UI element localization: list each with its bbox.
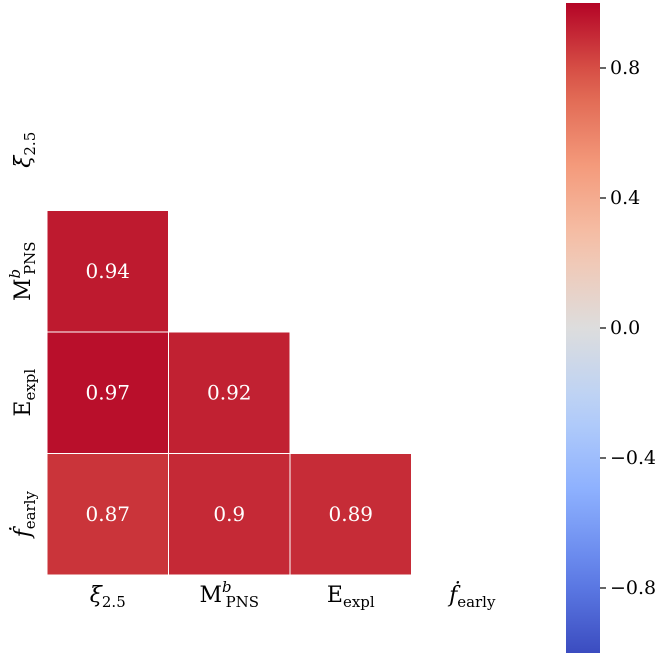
heatmap-cell — [46, 453, 169, 576]
y-tick-label: MbPNS — [6, 242, 39, 302]
x-tick-text: ḟearly — [447, 581, 496, 611]
heatmap-cell — [168, 453, 291, 576]
x-tick-text: Mb PNS — [200, 578, 260, 611]
y-tick-label: ξ2.5 — [11, 132, 39, 168]
heatmap-cell-label: 0.97 — [85, 380, 130, 404]
x-tick-text: Eexpl — [327, 583, 375, 611]
x-axis-tick-labels: ξ2.5 Mb PNS Eexpl ḟearly — [90, 578, 496, 611]
heatmap-cells — [46, 210, 412, 576]
x-tick-label: ξ2.5 — [90, 583, 126, 611]
colorbar-tick-label: −0.8 — [610, 577, 655, 599]
heatmap-cell-label: 0.94 — [85, 259, 130, 283]
y-tick-text: ḟearly — [9, 491, 39, 540]
heatmap-cell-label: 0.87 — [85, 502, 130, 526]
heatmap-cell — [289, 453, 412, 576]
heatmap-cell — [46, 210, 169, 333]
colorbar-tick-label: 0.0 — [610, 317, 640, 339]
colorbar-tick-label: 0.8 — [610, 57, 640, 79]
x-tick-label: ḟearly — [447, 581, 496, 611]
x-tick-text: ξ2.5 — [90, 583, 126, 611]
x-tick-label: Eexpl — [327, 583, 375, 611]
heatmap-cell-label: 0.9 — [213, 502, 245, 526]
x-tick-label: Mb PNS — [200, 578, 260, 611]
heatmap-cell-label: 0.89 — [328, 502, 373, 526]
colorbar — [566, 3, 600, 653]
heatmap-cell — [168, 331, 291, 454]
y-tick-text: MbPNS — [6, 242, 39, 302]
y-axis-tick-labels: ξ2.5 MbPNS Eexpl ḟearly — [6, 132, 39, 540]
y-tick-label: Eexpl — [11, 369, 39, 417]
y-tick-text: ξ2.5 — [11, 132, 39, 168]
heatmap-cell-label: 0.92 — [207, 380, 252, 404]
y-tick-label: ḟearly — [9, 491, 39, 540]
heatmap-cell-labels: 0.94 0.97 0.92 0.87 0.9 0.89 — [85, 259, 373, 526]
colorbar-tick-label: 0.4 — [610, 187, 640, 209]
heatmap-cell — [46, 331, 169, 454]
colorbar-tick-label: −0.4 — [610, 447, 655, 469]
colorbar-ticks: 0.8 0.4 0.0 −0.4 −0.8 — [600, 57, 655, 599]
y-tick-text: Eexpl — [11, 369, 39, 417]
